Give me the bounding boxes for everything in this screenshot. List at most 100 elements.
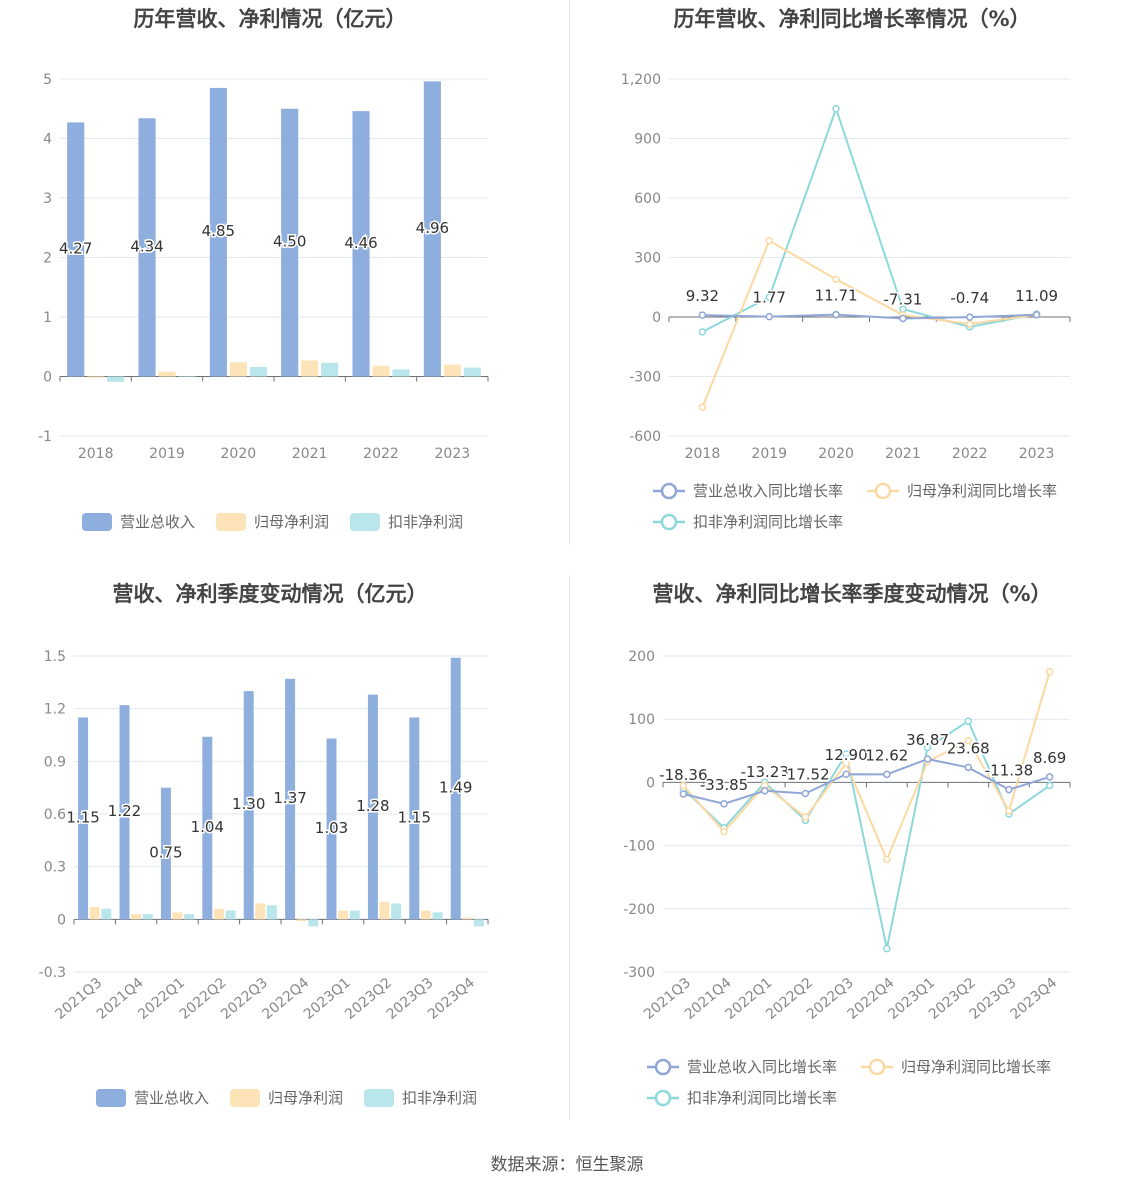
annual-bar-data-label: 4.85 (202, 222, 235, 240)
annual-bar-x-tick-label: 2018 (78, 446, 114, 462)
annual-bar-bar-net-profit (158, 372, 175, 377)
legend-label: 营业总收入同比增长率 (687, 1058, 837, 1076)
legend-swatch (216, 513, 246, 531)
annual-line-point (699, 404, 705, 410)
annual-bar-bar-deducted-profit (321, 363, 338, 377)
annual-line-point (967, 314, 973, 320)
annual-line-x-tick-label: 2018 (685, 446, 721, 462)
quarter-line-data-label: -11.38 (985, 762, 1033, 780)
quarter-bar-bar-net-profit (90, 907, 100, 919)
quarter-line-y-tick-label: 100 (628, 712, 655, 728)
quarter-bar-bar-deducted-profit (267, 905, 277, 919)
annual-line-point (833, 312, 839, 318)
quarter-line-y-tick-label: -200 (623, 902, 655, 918)
annual-line-point (1034, 312, 1040, 318)
legend-label: 归母净利润 (254, 513, 329, 531)
quarter-line-point (721, 829, 727, 835)
quarter-bar-y-tick-label: 1.5 (44, 649, 66, 665)
annual-bar-bar-net-profit (301, 360, 318, 376)
legend-swatch (96, 1089, 126, 1107)
annual-line-y-tick-label: -600 (629, 429, 661, 445)
quarter-bar-data-label: 0.75 (149, 844, 182, 862)
quarter-line-point (1006, 808, 1012, 814)
quarter-bar-y-tick-label: 0.3 (44, 860, 66, 876)
data-source: 数据来源：恒生聚源 (0, 1150, 1134, 1175)
quarter-bar-x-tick-label: 2023Q4 (425, 975, 478, 1023)
legend-swatch (82, 513, 112, 531)
quarter-bar-bar-deducted-profit (474, 919, 484, 926)
quarter-bar-bar-net-profit (380, 902, 390, 920)
annual-bar-data-label: 4.96 (416, 219, 449, 237)
quarter-bar-y-tick-label: 1.2 (44, 702, 66, 718)
legend-marker (870, 1060, 884, 1074)
annual-line-x-tick-label: 2020 (818, 446, 854, 462)
quarter-bar-y-tick-label: 0.9 (44, 754, 66, 770)
quarter-bar-data-label: 1.04 (191, 818, 224, 836)
legend-marker (662, 515, 676, 529)
annual-line-data-label: 9.32 (686, 287, 719, 305)
quarter-bar-bar-net-profit (255, 904, 265, 920)
legend-label: 归母净利润同比增长率 (901, 1058, 1051, 1076)
quarter-line-point (884, 946, 890, 952)
quarter-bar-data-label: 1.37 (273, 789, 306, 807)
quarter-line-point (802, 814, 808, 820)
quarter-line-y-tick-label: 200 (628, 649, 655, 665)
quarter-bar-bar-deducted-profit (433, 912, 443, 919)
annual-line-point (833, 276, 839, 282)
annual-line-y-tick-label: 900 (634, 132, 661, 148)
quarter-line-point (1047, 774, 1053, 780)
quarter-bar-data-label: 1.49 (439, 779, 472, 797)
annual-bar-x-tick-label: 2020 (221, 446, 257, 462)
annual-bar-bar-net-profit (372, 366, 389, 377)
annual-bar-bar-net-profit (230, 362, 247, 376)
annual-bar-bar-deducted-profit (392, 369, 409, 376)
annual-line-x-tick-label: 2023 (1019, 446, 1055, 462)
quarter-bar-bar-net-profit (338, 911, 348, 920)
annual-bar-x-tick-label: 2019 (149, 446, 185, 462)
quarter-line-point (1047, 669, 1053, 675)
quarter-line-y-tick-label: -300 (623, 965, 655, 981)
quarter-line-point (884, 857, 890, 863)
annual-bar-bar-deducted-profit (107, 377, 124, 382)
annual-line-point (967, 321, 973, 327)
quarter-bar-bar-net-profit (131, 914, 141, 919)
legend-label: 营业总收入 (120, 513, 195, 531)
quarter-bar-y-tick-label: 0.6 (44, 807, 66, 823)
annual-bar-bar-deducted-profit (178, 377, 195, 378)
quarter-bar-bar-net-profit (214, 909, 224, 920)
quarter-line-point (965, 718, 971, 724)
legend-marker (662, 484, 676, 498)
annual-line-point (699, 329, 705, 335)
quarter-line-data-label: 12.90 (825, 746, 868, 764)
quarter-line-title: 营收、净利同比增长率季度变动情况（%） (652, 582, 1051, 606)
quarter-bar-bar-net-profit (173, 912, 183, 919)
legend-label: 扣非净利润同比增长率 (687, 1089, 837, 1107)
annual-line-point (833, 106, 839, 112)
vertical-divider-bottom (569, 575, 570, 1120)
legend-label: 扣非净利润同比增长率 (693, 513, 843, 531)
quarter-line-point (1006, 787, 1012, 793)
quarter-bar-bar-deducted-profit (350, 911, 360, 920)
annual-bar-x-tick-label: 2022 (363, 446, 399, 462)
quarter-bar-bar-deducted-profit (308, 919, 318, 926)
annual-bar-title: 历年营收、净利情况（亿元） (134, 7, 407, 31)
annual-bar-y-tick-label: 2 (43, 251, 52, 267)
quarter-line-y-tick-label: 0 (646, 775, 655, 791)
annual-line-data-label: 11.09 (1015, 287, 1058, 305)
annual-line-y-tick-label: -300 (629, 370, 661, 386)
annual-bar-data-label: 4.34 (130, 237, 163, 255)
quarter-line-point (965, 764, 971, 770)
annual-bar-y-tick-label: 4 (43, 132, 52, 148)
annual-line-x-tick-label: 2019 (751, 446, 787, 462)
annual-bar-bar-net-profit (87, 377, 104, 378)
quarter-line-point (1047, 783, 1053, 789)
quarter-line-x-tick-label: 2023Q4 (1007, 975, 1060, 1023)
annual-line-point (766, 238, 772, 244)
annual-line-point (900, 315, 906, 321)
annual-bar-bar-deducted-profit (464, 368, 481, 377)
annual-line-point (699, 312, 705, 318)
quarter-bar-data-label: 1.15 (66, 808, 99, 826)
annual-line-point (766, 314, 772, 320)
quarter-bar-bar-deducted-profit (184, 914, 194, 919)
quarter-line-point (802, 790, 808, 796)
